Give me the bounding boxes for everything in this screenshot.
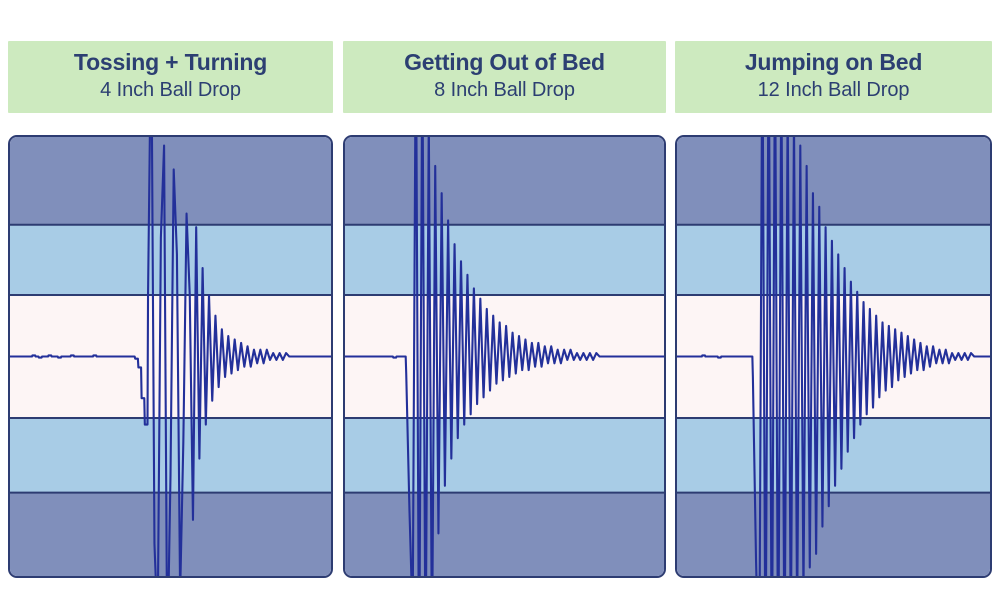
panel-header-badge-0: Tossing + Turning 4 Inch Ball Drop bbox=[8, 41, 333, 113]
band-outer-high bbox=[345, 137, 664, 225]
panel-title-1: Getting Out of Bed bbox=[404, 49, 605, 75]
seismograph-chart-2 bbox=[675, 135, 992, 578]
waveform-trace bbox=[10, 137, 331, 576]
band-mid-high bbox=[10, 224, 331, 296]
seismograph-trace-svg bbox=[345, 137, 664, 576]
panel-subtitle-2: 12 Inch Ball Drop bbox=[757, 79, 910, 101]
panel-subtitle-0: 4 Inch Ball Drop bbox=[100, 79, 241, 101]
panel-getting-out-of-bed: Getting Out of Bed 8 Inch Ball Drop bbox=[343, 0, 666, 607]
seismograph-chart-1 bbox=[343, 135, 666, 578]
band-outer-low bbox=[677, 492, 990, 576]
band-mid-low bbox=[345, 417, 664, 493]
seismograph-trace-svg bbox=[677, 137, 990, 576]
panel-tossing-turning: Tossing + Turning 4 Inch Ball Drop bbox=[8, 0, 333, 607]
band-outer-high bbox=[10, 137, 331, 225]
seismograph-trace-svg bbox=[10, 137, 331, 576]
band-mid-high bbox=[345, 224, 664, 296]
panel-title-2: Jumping on Bed bbox=[744, 49, 923, 75]
panel-subtitle-1: 8 Inch Ball Drop bbox=[434, 79, 575, 101]
seismograph-chart-0 bbox=[8, 135, 333, 578]
waveform-trace bbox=[677, 137, 990, 576]
panel-title-0: Tossing + Turning bbox=[73, 49, 268, 75]
waveform-trace bbox=[345, 137, 664, 576]
band-outer-high bbox=[677, 137, 990, 225]
panel-header-badge-1: Getting Out of Bed 8 Inch Ball Drop bbox=[343, 41, 666, 113]
panel-header-badge-2: Jumping on Bed 12 Inch Ball Drop bbox=[675, 41, 992, 113]
band-outer-low bbox=[345, 492, 664, 576]
panel-jumping-on-bed: Jumping on Bed 12 Inch Ball Drop bbox=[675, 0, 992, 607]
